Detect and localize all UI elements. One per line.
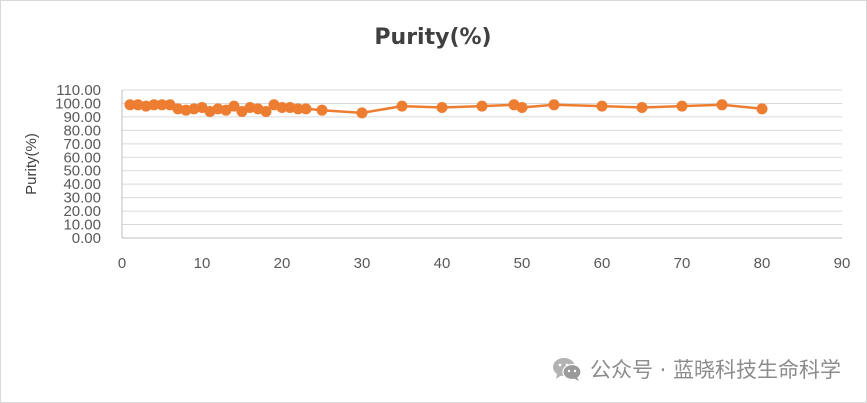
- data-point: [596, 100, 608, 112]
- data-point: [476, 100, 488, 112]
- x-tick-label: 20: [274, 255, 291, 272]
- axes: [121, 90, 842, 239]
- watermark-text: 公众号 · 蓝晓科技生命科学: [589, 358, 841, 382]
- y-tick-label: 100.00: [55, 95, 101, 112]
- y-tick-label: 50.00: [63, 163, 101, 180]
- y-tick-label: 90.00: [63, 109, 101, 126]
- data-point: [260, 106, 272, 118]
- data-point: [436, 101, 448, 113]
- data-point: [356, 107, 368, 119]
- watermark: 公众号 · 蓝晓科技生命科学: [552, 354, 841, 384]
- y-tick-label: 20.00: [63, 203, 101, 220]
- x-tick-label: 60: [594, 255, 611, 272]
- chart-title: Purity(%): [374, 25, 491, 50]
- x-tick-label: 10: [194, 255, 211, 272]
- data-point: [676, 100, 688, 112]
- data-point: [300, 103, 312, 115]
- data-point: [396, 100, 408, 112]
- series-layer: [124, 99, 768, 119]
- y-axis-title: Purity(%): [23, 133, 40, 195]
- x-tick-label: 40: [434, 255, 451, 272]
- data-point: [276, 101, 288, 113]
- y-tick-label: 60.00: [63, 149, 101, 166]
- x-tick-label: 90: [834, 255, 851, 272]
- data-point: [548, 99, 560, 111]
- x-tick-label: 50: [514, 255, 531, 272]
- x-tick-label: 70: [674, 255, 691, 272]
- data-point: [756, 103, 768, 115]
- data-point: [516, 101, 528, 113]
- data-point: [228, 100, 240, 112]
- y-tick-label: 0.00: [72, 230, 101, 247]
- y-tick-labels: 0.0010.0020.0030.0040.0050.0060.0070.008…: [55, 82, 101, 247]
- data-point: [124, 99, 136, 111]
- x-tick-label: 30: [354, 255, 371, 272]
- y-tick-label: 70.00: [63, 136, 101, 153]
- y-tick-label: 10.00: [63, 217, 101, 234]
- y-tick-label: 40.00: [63, 176, 101, 193]
- y-tick-label: 80.00: [63, 122, 101, 139]
- data-point: [292, 103, 304, 115]
- data-point: [148, 99, 160, 111]
- x-tick-label: 0: [118, 255, 126, 272]
- y-tick-label: 30.00: [63, 190, 101, 207]
- data-point: [636, 101, 648, 113]
- data-point: [316, 104, 328, 116]
- data-point: [716, 99, 728, 111]
- wechat-icon: [552, 358, 582, 381]
- x-tick-labels: 0 10 20 30 40 50 60 70 80 90: [118, 255, 851, 272]
- data-point: [156, 99, 168, 111]
- y-tick-label: 110.00: [56, 82, 101, 99]
- x-tick-label: 80: [754, 255, 771, 272]
